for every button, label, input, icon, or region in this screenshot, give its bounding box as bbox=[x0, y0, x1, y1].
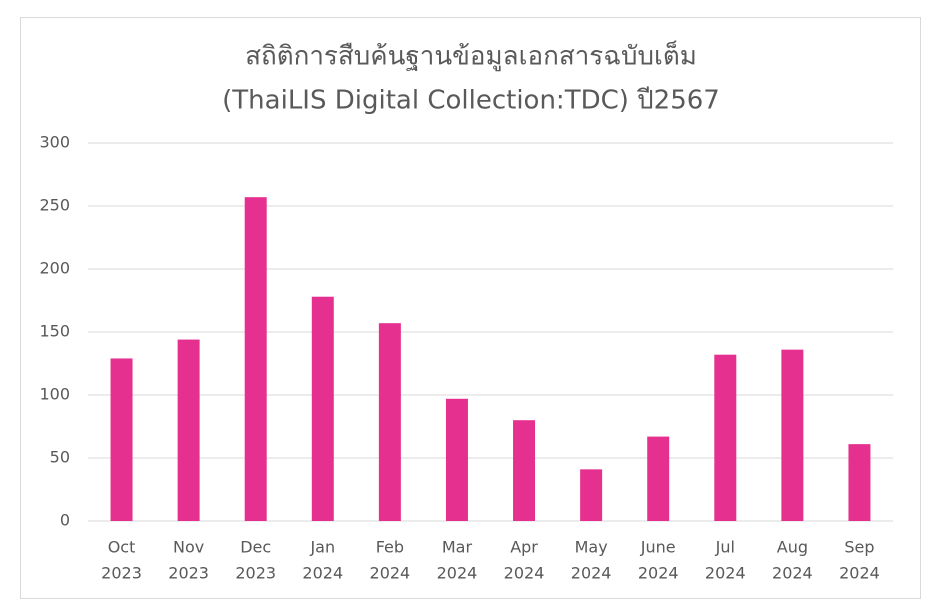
bar bbox=[714, 354, 737, 521]
x-tick-label: Aug bbox=[777, 538, 808, 557]
bar bbox=[781, 349, 804, 521]
x-tick-label: Jan bbox=[309, 538, 335, 557]
bar bbox=[378, 323, 401, 521]
x-tick-label: 2024 bbox=[302, 564, 343, 583]
x-tick-label: 2024 bbox=[437, 564, 478, 583]
bar bbox=[580, 469, 603, 521]
x-tick-label: Nov bbox=[173, 538, 204, 557]
x-tick-label: 2023 bbox=[101, 564, 142, 583]
x-tick-label: Sep bbox=[844, 538, 874, 557]
x-tick-label: 2023 bbox=[235, 564, 276, 583]
x-tick-label: 2024 bbox=[772, 564, 813, 583]
x-tick-label: Mar bbox=[442, 538, 473, 557]
x-tick-label: 2024 bbox=[839, 564, 880, 583]
y-tick-label: 300 bbox=[39, 133, 70, 152]
y-tick-label: 250 bbox=[39, 196, 70, 215]
x-tick-label: 2024 bbox=[571, 564, 612, 583]
chart-title: สถิติการสืบค้นฐานข้อมูลเอกสารฉบับเต็ม bbox=[245, 40, 697, 72]
bar bbox=[244, 197, 267, 521]
bar bbox=[647, 436, 670, 521]
bar bbox=[110, 358, 133, 521]
x-tick-label: 2023 bbox=[168, 564, 209, 583]
y-tick-label: 0 bbox=[60, 511, 70, 530]
bar bbox=[311, 296, 334, 521]
chart-frame bbox=[20, 17, 921, 599]
x-tick-label: June bbox=[640, 538, 676, 557]
x-tick-label: 2024 bbox=[370, 564, 411, 583]
bar bbox=[177, 339, 200, 521]
chart-title: (ThaiLIS Digital Collection:TDC) ปี2567 bbox=[222, 86, 720, 116]
x-tick-label: Jul bbox=[715, 538, 735, 557]
bar bbox=[848, 444, 871, 521]
x-tick-label: May bbox=[575, 538, 608, 557]
y-tick-label: 100 bbox=[39, 385, 70, 404]
x-tick-label: Dec bbox=[240, 538, 271, 557]
y-tick-label: 50 bbox=[50, 448, 70, 467]
x-tick-label: 2024 bbox=[504, 564, 545, 583]
x-tick-label: Feb bbox=[376, 538, 404, 557]
y-tick-label: 200 bbox=[39, 259, 70, 278]
y-tick-label: 150 bbox=[39, 322, 70, 341]
x-tick-label: 2024 bbox=[638, 564, 679, 583]
bar bbox=[513, 420, 536, 521]
x-tick-label: Apr bbox=[510, 538, 538, 557]
x-tick-label: Oct bbox=[108, 538, 136, 557]
x-tick-label: 2024 bbox=[705, 564, 746, 583]
bar bbox=[445, 398, 468, 521]
